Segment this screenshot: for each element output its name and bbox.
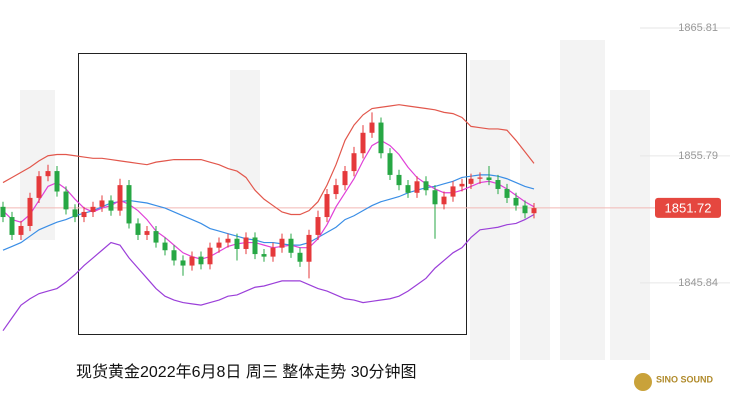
candle-body bbox=[495, 180, 501, 189]
candle-body bbox=[270, 247, 276, 257]
highlight-box bbox=[78, 53, 467, 335]
candle-body bbox=[18, 225, 24, 235]
candle-body bbox=[81, 211, 87, 218]
candle-body bbox=[135, 223, 141, 235]
candle-body bbox=[198, 256, 204, 265]
indicator-line bbox=[2, 139, 535, 260]
candle-body bbox=[90, 206, 96, 212]
candle-body bbox=[72, 209, 78, 218]
candle-body bbox=[522, 205, 528, 214]
candle-body bbox=[216, 242, 222, 248]
candle-body bbox=[63, 191, 69, 210]
candle-body bbox=[0, 206, 6, 218]
candle-body bbox=[387, 153, 393, 175]
candle-body bbox=[315, 217, 321, 235]
candle-body bbox=[54, 171, 60, 192]
last-price-box bbox=[655, 197, 721, 218]
candle-body bbox=[9, 217, 15, 235]
candle-body bbox=[225, 238, 231, 243]
y-tick-label: 1855.79 bbox=[678, 150, 718, 162]
candle-body bbox=[243, 237, 249, 249]
candle-body bbox=[360, 132, 366, 154]
candle-body bbox=[423, 181, 429, 191]
candle-body bbox=[504, 188, 510, 198]
candle-body bbox=[108, 200, 114, 211]
candle-body bbox=[171, 250, 177, 261]
candle-body bbox=[396, 174, 402, 186]
caption: 现货黄金2022年6月8日 周三 整体走势 30分钟图 bbox=[76, 363, 417, 381]
watermark bbox=[20, 40, 650, 360]
candle-body bbox=[342, 171, 348, 186]
last-price-label: 1851.72 bbox=[665, 200, 712, 215]
candle-body bbox=[333, 185, 339, 195]
indicator-line bbox=[2, 213, 535, 332]
candle-body bbox=[477, 177, 483, 179]
candle-body bbox=[144, 231, 150, 235]
candle-body bbox=[450, 186, 456, 197]
candle-body bbox=[252, 237, 258, 255]
candle-body bbox=[234, 238, 240, 249]
candle-body bbox=[99, 200, 105, 207]
candle-body bbox=[126, 185, 132, 224]
candle-body bbox=[207, 247, 213, 265]
candle-body bbox=[459, 183, 465, 187]
candle-body bbox=[189, 256, 195, 266]
candle-body bbox=[306, 234, 312, 262]
y-tick-label: 1845.84 bbox=[678, 277, 718, 289]
candle-body bbox=[297, 252, 303, 262]
candle-body bbox=[36, 176, 42, 198]
candle-body bbox=[468, 178, 474, 184]
y-tick-label: 1865.81 bbox=[678, 22, 718, 34]
candle-body bbox=[441, 196, 447, 205]
candle-body bbox=[45, 171, 51, 177]
candle-body bbox=[405, 185, 411, 193]
candle-body bbox=[279, 238, 285, 248]
candle-body bbox=[351, 153, 357, 172]
candle-body bbox=[369, 122, 375, 133]
candle-body bbox=[153, 231, 159, 243]
candle-body bbox=[288, 238, 294, 253]
candle-body bbox=[324, 194, 330, 218]
candle-body bbox=[513, 197, 519, 206]
candle-body bbox=[432, 190, 438, 205]
candle-body bbox=[162, 242, 168, 251]
logo-text: SINO SOUND bbox=[656, 374, 714, 384]
candle-body bbox=[414, 181, 420, 193]
candle-body bbox=[180, 260, 186, 266]
candle-body bbox=[486, 177, 492, 181]
candle-body bbox=[531, 208, 537, 214]
candle-body bbox=[27, 197, 33, 226]
indicator-line bbox=[2, 104, 535, 216]
candle-body bbox=[261, 254, 267, 257]
candle-body bbox=[117, 185, 123, 211]
logo: SINO SOUND bbox=[634, 373, 714, 391]
candle-body bbox=[378, 122, 384, 154]
